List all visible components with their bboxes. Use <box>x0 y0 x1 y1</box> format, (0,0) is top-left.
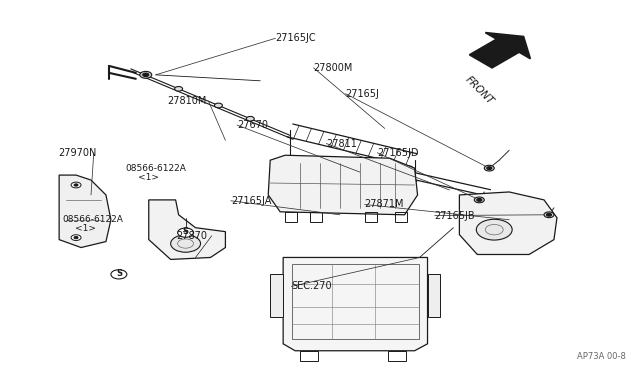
Text: 27800M: 27800M <box>314 63 353 73</box>
Circle shape <box>547 213 552 216</box>
Text: 27165JD: 27165JD <box>378 148 419 158</box>
Circle shape <box>171 235 200 252</box>
Circle shape <box>71 182 81 188</box>
Polygon shape <box>470 33 531 68</box>
Text: S: S <box>116 269 122 278</box>
Circle shape <box>484 165 494 171</box>
Text: 27670: 27670 <box>237 120 268 130</box>
Polygon shape <box>148 200 225 259</box>
Text: 27871M: 27871M <box>365 199 404 209</box>
Text: 27810M: 27810M <box>167 96 207 106</box>
Text: 27165JA: 27165JA <box>231 196 271 206</box>
Text: 27165JC: 27165JC <box>275 33 316 43</box>
Polygon shape <box>268 155 417 215</box>
Circle shape <box>74 184 78 186</box>
Circle shape <box>111 270 127 279</box>
Text: <1>: <1> <box>75 224 95 233</box>
Circle shape <box>476 219 512 240</box>
Text: AP73A 00-8: AP73A 00-8 <box>577 352 626 361</box>
Circle shape <box>474 197 484 203</box>
Text: 27970N: 27970N <box>59 148 97 158</box>
Text: 27811: 27811 <box>326 138 357 148</box>
Circle shape <box>487 167 492 170</box>
Text: 27870: 27870 <box>177 231 207 241</box>
Circle shape <box>246 116 254 121</box>
Polygon shape <box>59 175 111 247</box>
Circle shape <box>175 87 182 91</box>
Polygon shape <box>460 192 557 254</box>
Circle shape <box>143 73 148 77</box>
Text: <1>: <1> <box>138 173 159 182</box>
Text: S: S <box>182 227 189 236</box>
Text: 27165JB: 27165JB <box>435 211 476 221</box>
Circle shape <box>544 212 554 218</box>
Circle shape <box>71 235 81 240</box>
Text: 08566-6122A: 08566-6122A <box>125 164 186 173</box>
Polygon shape <box>270 274 283 317</box>
Circle shape <box>178 228 193 237</box>
Polygon shape <box>283 257 428 351</box>
Circle shape <box>140 71 152 78</box>
Circle shape <box>477 198 482 201</box>
Polygon shape <box>428 274 440 317</box>
Circle shape <box>214 103 223 108</box>
Circle shape <box>74 237 78 239</box>
Text: FRONT: FRONT <box>463 74 495 107</box>
Text: 08566-6122A: 08566-6122A <box>62 215 123 224</box>
Text: 27165J: 27165J <box>346 89 380 99</box>
Text: SEC.270: SEC.270 <box>291 282 332 291</box>
